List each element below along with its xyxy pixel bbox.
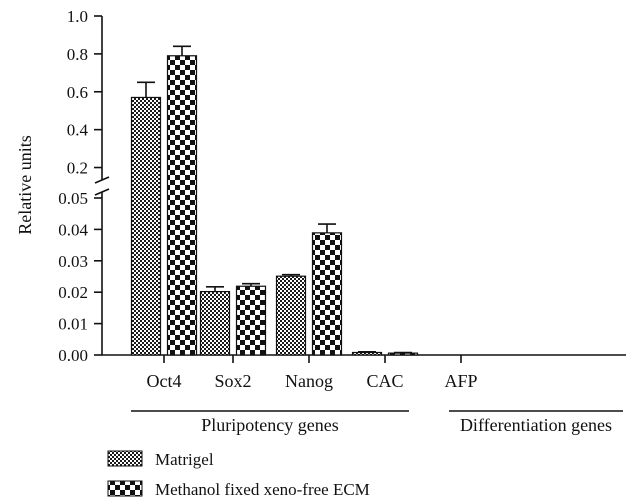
x-axis-category-labels: Oct4 Sox2 Nanog CAC AFP <box>147 355 478 391</box>
y-tick-label: 0.00 <box>58 346 88 365</box>
legend-swatch-xeno-free-ecm <box>107 480 143 497</box>
bar-oct4-series-1 <box>130 96 162 356</box>
bar-nanog-series-1 <box>275 275 307 356</box>
y-tick-label: 0.4 <box>67 121 89 140</box>
x-tick-label-sox2: Sox2 <box>214 371 251 391</box>
bar-oct4-series-2 <box>166 55 198 356</box>
y-tick-label: 0.02 <box>58 283 88 302</box>
bar-nanog-series-2 <box>311 232 343 356</box>
y-tick-label: 0.6 <box>67 83 88 102</box>
y-axis-ticks: 0.00 0.01 0.02 0.03 0.04 0.05 0.2 0.4 0.6 0.8 1.0 <box>58 7 102 365</box>
legend-label-xeno-free-ecm: Methanol fixed xeno-free ECM <box>155 480 370 499</box>
y-axis-title: Relative units <box>15 135 35 234</box>
error-bars <box>137 45 412 354</box>
x-tick-label-nanog: Nanog <box>285 371 333 391</box>
y-axis-break-mark-upper <box>94 176 110 184</box>
y-tick-label: 0.2 <box>67 159 88 178</box>
y-tick-label: 0.8 <box>67 45 88 64</box>
y-tick-label: 0.05 <box>58 189 88 208</box>
legend-label-matrigel: Matrigel <box>155 450 214 469</box>
group-label-2: Differentiation genes <box>460 415 612 435</box>
y-axis-break-mark-lower <box>94 188 110 196</box>
legend: Matrigel Methanol fixed xeno-free ECM <box>107 450 370 499</box>
bars <box>130 55 419 356</box>
x-tick-label-cac: CAC <box>366 371 403 391</box>
y-tick-label: 1.0 <box>67 7 88 26</box>
bar-cac-series-1 <box>351 351 383 356</box>
x-tick-label-oct4: Oct4 <box>147 371 182 391</box>
bar-sox2-series-2 <box>235 285 267 356</box>
y-tick-label: 0.01 <box>58 315 88 334</box>
x-tick-label-afp: AFP <box>444 371 477 391</box>
y-tick-label: 0.03 <box>58 252 88 271</box>
group-label-1: Pluripotency genes <box>201 415 338 435</box>
bar-cac-series-2 <box>387 352 419 356</box>
legend-swatch-matrigel <box>107 450 143 467</box>
y-tick-label: 0.04 <box>58 220 88 239</box>
bar-sox2-series-1 <box>199 290 231 356</box>
category-groups: Pluripotency genes Differentiation genes <box>131 410 623 435</box>
